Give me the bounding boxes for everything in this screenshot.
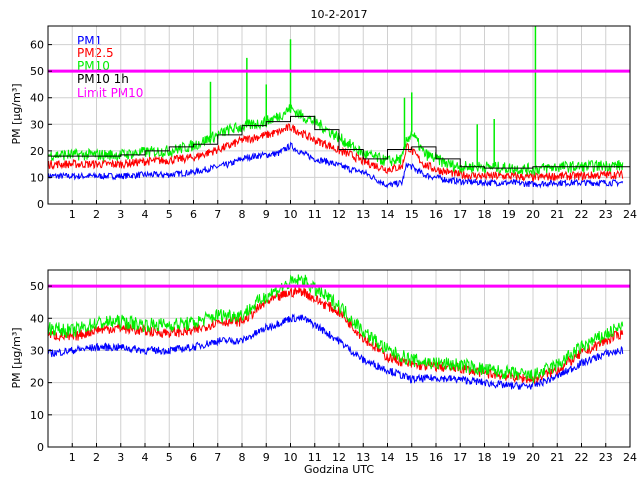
y-tick-label-0: 0	[37, 441, 44, 454]
x-tick-label-10: 10	[284, 208, 298, 221]
x-tick-label-12: 12	[332, 208, 346, 221]
x-tick-label-3: 3	[117, 451, 124, 464]
x-tick-label-17: 17	[453, 451, 467, 464]
x-tick-label-7: 7	[214, 451, 221, 464]
y-tick-label-10: 10	[30, 171, 44, 184]
x-tick-label-7: 7	[214, 208, 221, 221]
x-tick-label-1: 1	[69, 451, 76, 464]
x-tick-label-19: 19	[502, 451, 516, 464]
x-tick-label-13: 13	[356, 451, 370, 464]
x-tick-label-2: 2	[93, 451, 100, 464]
x-tick-label-5: 5	[166, 451, 173, 464]
x-tick-label-20: 20	[526, 208, 540, 221]
x-tick-label-21: 21	[550, 451, 564, 464]
series-pm2-5-line	[47, 123, 624, 182]
x-tick-label-14: 14	[381, 208, 395, 221]
x-tick-label-14: 14	[381, 451, 395, 464]
series-pm10-line	[47, 274, 624, 385]
x-tick-label-17: 17	[453, 208, 467, 221]
x-tick-label-11: 11	[308, 208, 322, 221]
x-tick-label-23: 23	[599, 208, 613, 221]
x-tick-label-6: 6	[190, 208, 197, 221]
x-tick-label-16: 16	[429, 208, 443, 221]
legend-pm10-1h: PM10 1h	[77, 72, 129, 86]
x-tick-label-9: 9	[263, 451, 270, 464]
y-tick-label-40: 40	[30, 312, 44, 325]
x-tick-label-18: 18	[478, 208, 492, 221]
x-tick-label-23: 23	[599, 451, 613, 464]
x-tick-label-20: 20	[526, 451, 540, 464]
legend-limit-pm10: Limit PM10	[77, 86, 143, 100]
y-tick-label-10: 10	[30, 409, 44, 422]
series-pm10-1h-line	[48, 115, 630, 169]
x-tick-label-13: 13	[356, 208, 370, 221]
x-tick-label-22: 22	[575, 451, 589, 464]
y-tick-label-50: 50	[30, 280, 44, 293]
series-pm1-line	[47, 141, 624, 189]
x-tick-label-24: 24	[623, 208, 637, 221]
x-tick-label-1: 1	[69, 208, 76, 221]
legend-pm25: PM2.5	[77, 46, 114, 60]
x-axis-label: Godzina UTC	[304, 463, 374, 476]
x-tick-label-18: 18	[478, 451, 492, 464]
x-tick-label-2: 2	[93, 208, 100, 221]
legend-pm10: PM10	[77, 59, 110, 73]
y-tick-label-0: 0	[37, 198, 44, 211]
x-tick-label-6: 6	[190, 451, 197, 464]
series-pm10-line	[47, 104, 624, 177]
x-tick-label-21: 21	[550, 208, 564, 221]
y-tick-label-60: 60	[30, 39, 44, 52]
x-tick-label-3: 3	[117, 208, 124, 221]
y-axis-label-top: PM [µg/m³]	[10, 83, 23, 144]
y-axis-label-bottom: PM [µg/m³]	[10, 327, 23, 388]
y-tick-label-20: 20	[30, 377, 44, 390]
y-tick-label-20: 20	[30, 145, 44, 158]
x-tick-label-11: 11	[308, 451, 322, 464]
y-tick-label-40: 40	[30, 92, 44, 105]
x-tick-label-24: 24	[623, 451, 637, 464]
x-tick-label-8: 8	[239, 208, 246, 221]
plot-1: 1 2 3 4 5 6 7 8 9 10 11 12 13 14 15 16 17 18 19 20 21 22 23 240…	[30, 25, 637, 221]
series-pm1-line	[47, 313, 624, 390]
y-tick-label-30: 30	[30, 344, 44, 357]
x-tick-label-4: 4	[142, 208, 149, 221]
x-tick-label-9: 9	[263, 208, 270, 221]
plot-2: 1 2 3 4 5 6 7 8 9 10 11 12 13 14 15 16 17 18 19 20 21 22 23 240…	[30, 269, 637, 464]
x-tick-label-5: 5	[166, 208, 173, 221]
x-tick-label-8: 8	[239, 451, 246, 464]
x-tick-label-10: 10	[284, 451, 298, 464]
y-tick-label-30: 30	[30, 118, 44, 131]
y-tick-label-50: 50	[30, 65, 44, 78]
x-tick-label-12: 12	[332, 451, 346, 464]
chart-title: 10-2-2017	[311, 8, 368, 21]
x-tick-label-15: 15	[405, 451, 419, 464]
x-tick-label-15: 15	[405, 208, 419, 221]
x-tick-label-19: 19	[502, 208, 516, 221]
x-tick-label-16: 16	[429, 451, 443, 464]
x-tick-label-22: 22	[575, 208, 589, 221]
legend: PM1 PM2.5 PM10 PM10 1h Limit PM10	[77, 34, 143, 100]
series-pm2-5-line	[47, 286, 624, 384]
x-tick-label-4: 4	[142, 451, 149, 464]
